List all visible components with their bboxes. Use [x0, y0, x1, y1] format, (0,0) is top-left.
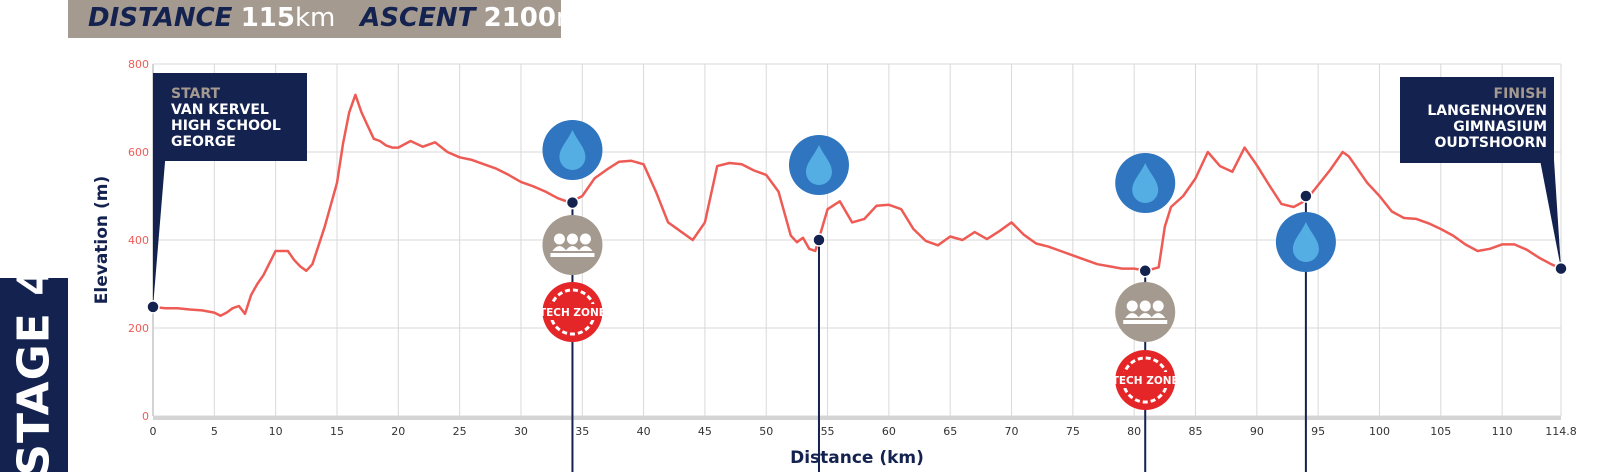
x-tick-label: 45: [698, 425, 712, 438]
x-tick-label: 114.8: [1545, 425, 1577, 438]
x-tick-label: 5: [211, 425, 218, 438]
stage-tab: [0, 278, 68, 472]
ascent-unit: m: [555, 3, 582, 33]
supporters-icon: [1115, 282, 1176, 342]
elevation-profile-line: [152, 93, 1562, 317]
x-tick-label: 20: [391, 425, 405, 438]
start-location-line: VAN KERVEL: [171, 102, 269, 118]
route-marker-dot: [1138, 264, 1152, 278]
route-marker-dot: [812, 233, 826, 247]
route-marker-dot: [1299, 189, 1313, 203]
x-tick-label: 110: [1492, 425, 1513, 438]
finish-location-line: OUDTSHOORN: [1434, 135, 1547, 151]
x-tick-label: 75: [1066, 425, 1080, 438]
finish-sign: [1400, 77, 1554, 163]
x-tick-label: 40: [637, 425, 651, 438]
ascent-label: ASCENT: [360, 3, 476, 33]
distance-value: 115: [240, 3, 295, 33]
finish-location-line: LANGENHOVEN: [1427, 103, 1547, 119]
x-tick-label: 85: [1189, 425, 1203, 438]
x-tick-label: 10: [269, 425, 283, 438]
x-tick-label: 95: [1311, 425, 1325, 438]
distance-unit: km: [294, 3, 336, 33]
water-point-icon: [1115, 153, 1176, 213]
route-marker-dot: [565, 195, 580, 210]
x-tick-label: 55: [821, 425, 835, 438]
route-stats-text: DISTANCE 115km ASCENT 2100m: [88, 3, 581, 33]
finish-sign-pointer: [1540, 160, 1561, 269]
water-point-icon: [788, 135, 849, 195]
tech-zone-icon: TECH ZONE: [1112, 350, 1179, 410]
finish-location-line: GIMNASIUM: [1453, 119, 1547, 135]
distance-label: DISTANCE: [88, 3, 233, 33]
y-tick-label: 400: [128, 234, 149, 247]
x-tick-label: 90: [1250, 425, 1264, 438]
x-tick-label: 65: [943, 425, 957, 438]
tech-zone-icon: TECH ZONE: [539, 282, 606, 342]
x-tick-label: 35: [575, 425, 589, 438]
x-tick-label: 50: [759, 425, 773, 438]
x-tick-label: 60: [882, 425, 896, 438]
x-tick-label: 0: [150, 425, 157, 438]
supporters-icon: [542, 215, 603, 275]
x-tick-label: 25: [453, 425, 467, 438]
start-location-line: HIGH SCHOOL: [171, 118, 281, 134]
tech-zone-label: TECH ZONE: [1112, 375, 1179, 387]
ascent-value: 2100: [483, 3, 556, 33]
start-title: START: [171, 86, 221, 102]
water-point-icon: [1275, 212, 1336, 272]
finish-title: FINISH: [1494, 86, 1548, 102]
x-axis-title: Distance (km): [790, 448, 924, 468]
y-tick-label: 0: [142, 410, 149, 423]
y-tick-label: 800: [128, 58, 149, 71]
y-axis-title: Elevation (m): [92, 176, 112, 304]
route-marker-dot: [1554, 261, 1568, 276]
x-tick-label: 100: [1369, 425, 1390, 438]
x-tick-label: 70: [1005, 425, 1019, 438]
tech-zone-label: TECH ZONE: [539, 307, 606, 319]
start-location-line: GEORGE: [171, 134, 236, 150]
start-sign: [153, 73, 307, 161]
y-tick-label: 200: [128, 322, 149, 335]
start-sign-pointer: [153, 150, 166, 307]
x-tick-label: 30: [514, 425, 528, 438]
water-point-icon: [542, 120, 603, 180]
route-marker-dot: [146, 300, 160, 314]
x-tick-label: 15: [330, 425, 344, 438]
x-tick-label: 105: [1430, 425, 1451, 438]
route-stats-banner: DISTANCE 115km ASCENT 2100m: [68, 0, 581, 38]
y-tick-label: 600: [128, 146, 149, 159]
x-tick-label: 80: [1127, 425, 1141, 438]
